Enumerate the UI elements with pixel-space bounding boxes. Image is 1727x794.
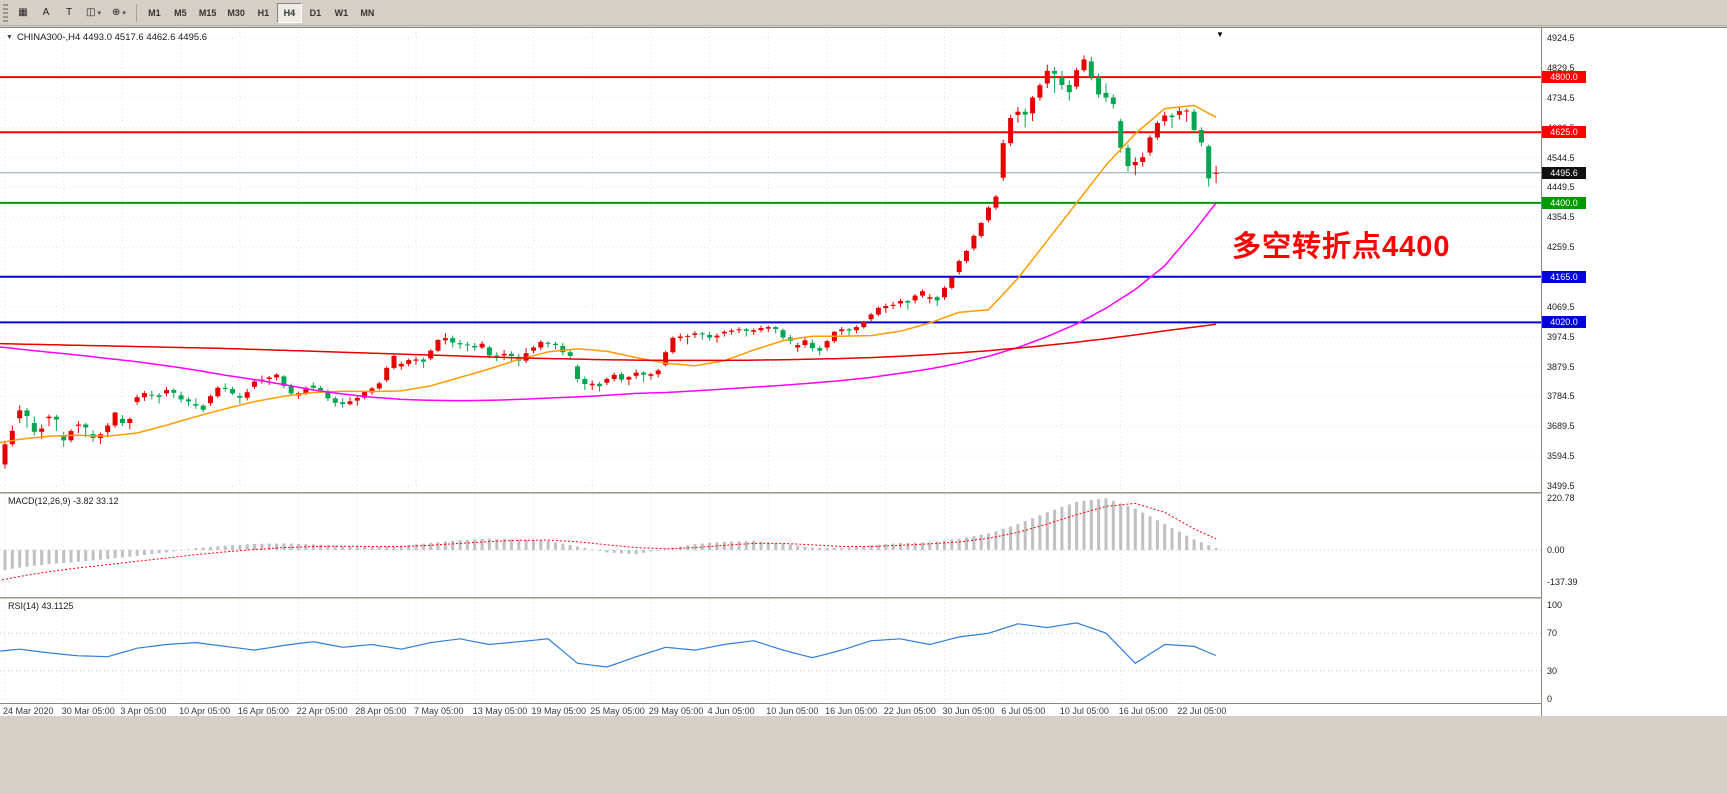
- price-tick-label: 3499.5: [1547, 481, 1575, 491]
- text-tool-button[interactable]: T: [65, 7, 73, 18]
- status-bar: [0, 716, 1727, 794]
- time-axis-label: 28 Apr 05:00: [355, 706, 407, 716]
- ma-mid-line[interactable]: [0, 202, 1217, 402]
- price-badge: 4625.0: [1542, 126, 1586, 139]
- symbol-ohlc-text: CHINA300-,H4 4493.0 4517.6 4462.6 4495.6: [16, 32, 208, 43]
- price-tick-label: 4544.5: [1547, 152, 1575, 163]
- chart-type-button[interactable]: ◫ ▾: [86, 7, 101, 18]
- macd-histogram: [3, 498, 1218, 570]
- time-axis-label: 16 Jun 05:00: [825, 706, 878, 716]
- rsi-tick-label: 100: [1547, 600, 1563, 610]
- toolbar: ▦ A T ◫ ▾ ⊕ ▾ M1 M5 M15 M30 H1 H4 D1 W1 MN: [0, 0, 1727, 26]
- crosshair-button[interactable]: ⊕ ▾: [111, 7, 126, 18]
- time-axis-label: 30 Mar 05:00: [61, 706, 115, 716]
- timeframe-h4-button[interactable]: H4: [276, 2, 302, 23]
- candles-layer: [0, 55, 1219, 472]
- time-axis[interactable]: 24 Mar 2020 30 Mar 05:00 3 Apr 05:00 10 Apr…: [0, 703, 1727, 717]
- price-badge: 4800.0: [1542, 71, 1586, 84]
- chart-shift-marker-icon[interactable]: ▼: [1216, 30, 1224, 39]
- pane-separator-macd[interactable]: [0, 492, 1727, 494]
- rsi-label: RSI(14) 43.1125: [8, 601, 74, 611]
- price-tick-label: 4259.5: [1547, 242, 1575, 253]
- time-axis-label: 25 May 05:00: [590, 706, 645, 716]
- price-tick-label: 4734.5: [1547, 92, 1575, 103]
- pane-separator-rsi[interactable]: [0, 597, 1727, 599]
- time-axis-label: 10 Jun 05:00: [766, 706, 819, 716]
- macd-label: MACD(12,26,9) -3.82 33.12: [8, 496, 119, 506]
- macd-signal-line: [0, 502, 1217, 581]
- time-axis-label: 24 Mar 2020: [3, 706, 54, 716]
- timeframe-d1-button[interactable]: D1: [309, 7, 322, 18]
- horizontal-price-lines[interactable]: [0, 76, 1541, 324]
- time-axis-label: 6 Jul 05:00: [1001, 706, 1046, 716]
- price-badge: 4020.0: [1542, 316, 1586, 329]
- macd-tick-label: 220.78: [1547, 493, 1575, 503]
- rsi-tick-label: 30: [1547, 665, 1558, 676]
- price-badge: 4400.0: [1542, 196, 1586, 209]
- macd-tick-label: 0.00: [1547, 545, 1565, 555]
- chart-window: ▼ CHINA300-,H4 4493.0 4517.6 4462.6 4495…: [0, 27, 1727, 717]
- price-tick-label: 3689.5: [1547, 421, 1575, 432]
- time-axis-label: 22 Apr 05:00: [296, 706, 348, 716]
- time-axis-label: 13 May 05:00: [472, 706, 528, 716]
- time-axis-label: 3 Apr 05:00: [120, 706, 167, 716]
- symbol-collapse-icon[interactable]: ▼: [6, 34, 13, 41]
- rsi-line: [0, 622, 1217, 668]
- toolbar-buttons: ▦ A T ◫ ▾ ⊕ ▾: [12, 3, 131, 23]
- toolbar-grip[interactable]: [3, 3, 8, 22]
- chart-symbol-title: ▼ CHINA300-,H4 4493.0 4517.6 4462.6 4495…: [6, 32, 207, 43]
- window-layout-button[interactable]: ▦: [18, 7, 28, 18]
- time-axis-label: 22 Jun 05:00: [883, 706, 936, 716]
- timeframe-bar: M1 M5 M15 M30 H1 H4 D1 W1 MN: [142, 2, 380, 23]
- macd-tick-label: -137.39: [1547, 577, 1578, 588]
- macd-grid: [0, 494, 1541, 597]
- price-badge: 4165.0: [1542, 270, 1586, 283]
- time-axis-label: 10 Jul 05:00: [1059, 706, 1109, 716]
- price-badge: 4495.6: [1542, 166, 1586, 179]
- rsi-tick-label: 0: [1547, 694, 1553, 704]
- ma-slow-line[interactable]: [0, 323, 1217, 362]
- time-axis-label: 30 Jun 05:00: [942, 706, 995, 716]
- rsi-tick-label: 70: [1547, 628, 1558, 639]
- time-axis-label: 4 Jun 05:00: [707, 706, 755, 716]
- main-chart-pane[interactable]: [0, 28, 1541, 492]
- macd-pane[interactable]: [0, 494, 1541, 597]
- timeframe-m1-button[interactable]: M1: [148, 7, 161, 18]
- price-tick-label: 4449.5: [1547, 182, 1575, 193]
- rsi-pane[interactable]: [0, 599, 1541, 703]
- timeframe-m5-button[interactable]: M5: [174, 7, 187, 18]
- price-tick-label: 4924.5: [1547, 33, 1575, 43]
- timeframe-mn-button[interactable]: MN: [360, 7, 375, 18]
- time-axis-label: 7 May 05:00: [414, 706, 464, 716]
- time-axis-label: 19 May 05:00: [531, 706, 587, 716]
- time-axis-label: 16 Apr 05:00: [237, 706, 289, 716]
- dropdown-caret-icon: ▾: [122, 9, 126, 17]
- ma-fast-line[interactable]: [0, 104, 1217, 444]
- price-tick-label: 3784.5: [1547, 391, 1575, 402]
- price-axis[interactable]: 4924.54829.54734.54639.54544.54449.54354…: [1541, 28, 1727, 717]
- timeframe-h1-button[interactable]: H1: [257, 7, 270, 18]
- font-button[interactable]: A: [42, 7, 50, 18]
- dropdown-caret-icon: ▾: [97, 9, 101, 17]
- timeframe-m15-button[interactable]: M15: [198, 7, 217, 18]
- time-axis-label: 10 Apr 05:00: [179, 706, 231, 716]
- chart-annotation: 多空转折点4400: [1232, 231, 1451, 263]
- price-tick-label: 3594.5: [1547, 451, 1575, 462]
- price-tick-label: 3974.5: [1547, 331, 1575, 342]
- price-tick-label: 4069.5: [1547, 301, 1575, 312]
- price-tick-label: 4829.5: [1547, 62, 1575, 73]
- price-tick-label: 4354.5: [1547, 212, 1575, 223]
- price-tick-label: 3879.5: [1547, 361, 1575, 372]
- time-axis-label: 16 Jul 05:00: [1118, 706, 1168, 716]
- rsi-grid: [0, 599, 1541, 703]
- time-axis-label: 29 May 05:00: [648, 706, 704, 716]
- toolbar-separator: [135, 3, 137, 22]
- timeframe-m30-button[interactable]: M30: [227, 7, 245, 18]
- timeframe-w1-button[interactable]: W1: [334, 7, 349, 18]
- time-axis-label: 22 Jul 05:00: [1177, 706, 1227, 716]
